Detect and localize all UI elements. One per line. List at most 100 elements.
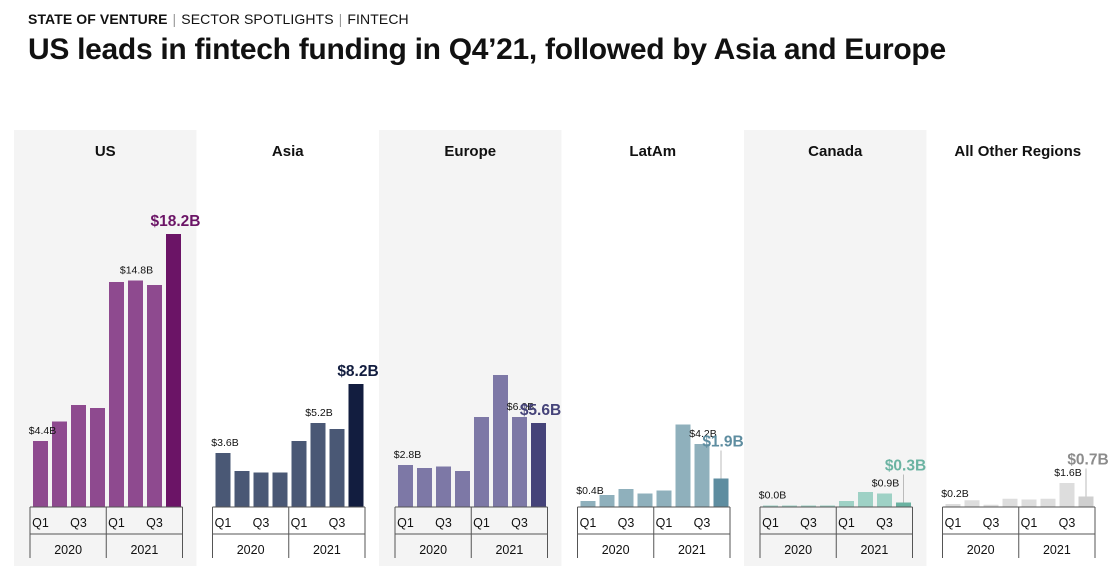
panel-canada: Canada Q1 Q3 Q1 Q3 2020 2021 $0.0B $0.9B $0.3B: [744, 130, 927, 566]
bar: [166, 234, 181, 507]
tick-label: Q1: [656, 516, 673, 530]
year-label: 2020: [967, 543, 995, 557]
bar: [1059, 483, 1075, 507]
panel-us: US Q1 Q3 Q1 Q3 2020 2021 $4.4B $14.8B $18.2B: [14, 130, 200, 566]
bar: [310, 423, 326, 507]
panel-all-other-regions: All Other Regions Q1 Q3 Q1 Q3 2020 2021 $0.2B $1…: [941, 143, 1109, 558]
panel-title: US: [95, 143, 116, 160]
bar: [33, 441, 48, 507]
data-label: $3.6B: [211, 437, 238, 449]
data-label-highlight: $0.7B: [1067, 452, 1108, 469]
tick-label: Q1: [945, 516, 962, 530]
breadcrumb-topic: FINTECH: [347, 11, 409, 27]
year-label: 2021: [678, 543, 706, 557]
bar: [820, 505, 835, 507]
tick-label: Q3: [983, 516, 1000, 530]
data-label: $0.0B: [759, 490, 786, 502]
bar: [839, 501, 854, 507]
tick-label: Q3: [435, 516, 452, 530]
bar: [675, 424, 691, 507]
year-label: 2021: [130, 543, 158, 557]
bar: [1078, 496, 1094, 507]
data-label: $14.8B: [120, 265, 153, 277]
bar: [782, 505, 797, 507]
breadcrumb-separator: |: [172, 11, 177, 27]
tick-label: Q3: [511, 516, 528, 530]
bar: [474, 417, 489, 507]
bar: [329, 429, 345, 507]
tick-label: Q1: [397, 516, 414, 530]
tick-label: Q3: [1059, 516, 1076, 530]
tick-label: Q3: [253, 516, 270, 530]
tick-label: Q1: [838, 516, 855, 530]
bar: [694, 444, 710, 507]
bar: [128, 280, 143, 507]
bar: [580, 501, 596, 507]
tick-label: Q1: [291, 516, 308, 530]
data-label: $5.2B: [305, 407, 332, 419]
bar: [109, 282, 124, 507]
tick-label: Q3: [329, 516, 346, 530]
panel-title: Asia: [272, 143, 304, 160]
panel-asia: Asia Q1 Q3 Q1 Q3 2020 2021 $3.6B $5.2B $8.2B: [211, 143, 379, 558]
panel-title: Europe: [444, 143, 496, 160]
tick-label: Q1: [762, 516, 779, 530]
tick-label: Q3: [800, 516, 817, 530]
tick-label: Q1: [1021, 516, 1038, 530]
bar: [618, 489, 634, 507]
year-label: 2021: [313, 543, 341, 557]
bar: [656, 490, 672, 507]
data-label: $0.2B: [941, 488, 968, 500]
tick-label: Q3: [618, 516, 635, 530]
bar: [348, 384, 364, 507]
breadcrumb-subsection: SECTOR SPOTLIGHTS: [181, 11, 334, 27]
tick-label: Q3: [70, 516, 87, 530]
year-label: 2021: [495, 543, 523, 557]
bar: [877, 493, 892, 507]
data-label: $0.4B: [576, 485, 603, 497]
year-label: 2020: [237, 543, 265, 557]
bar: [291, 441, 307, 507]
data-label: $1.6B: [1054, 467, 1081, 479]
year-label: 2021: [860, 543, 888, 557]
tick-label: Q3: [694, 516, 711, 530]
data-label-highlight: $8.2B: [337, 363, 378, 380]
bar: [147, 285, 162, 507]
page-title: US leads in fintech funding in Q4’21, fo…: [28, 33, 946, 66]
year-label: 2020: [784, 543, 812, 557]
bar: [234, 471, 250, 507]
bar: [455, 471, 470, 507]
bar: [1002, 498, 1018, 507]
bar: [801, 505, 816, 507]
data-label-highlight: $0.3B: [885, 458, 926, 475]
bar: [215, 453, 231, 507]
data-label-highlight: $1.9B: [702, 434, 743, 451]
tick-label: Q3: [146, 516, 163, 530]
bar: [964, 500, 980, 507]
bar: [272, 472, 288, 507]
bar: [253, 472, 269, 507]
bar: [599, 495, 615, 507]
data-label: $4.4B: [29, 425, 56, 437]
bar: [983, 504, 999, 507]
bar: [858, 492, 873, 507]
bar: [637, 493, 653, 507]
bar: [398, 465, 413, 507]
bar: [90, 408, 105, 507]
breadcrumb: STATE OF VENTURE | SECTOR SPOTLIGHTS | FINTE…: [28, 11, 409, 27]
panel-background: [744, 130, 927, 566]
breadcrumb-section: STATE OF VENTURE: [28, 11, 168, 27]
bar: [1040, 498, 1056, 507]
bar: [512, 417, 527, 507]
year-label: 2020: [419, 543, 447, 557]
bar: [945, 504, 961, 507]
bar: [71, 405, 86, 507]
bar: [896, 502, 911, 507]
tick-label: Q1: [32, 516, 49, 530]
tick-label: Q1: [473, 516, 490, 530]
breadcrumb-separator: |: [338, 11, 343, 27]
tick-label: Q1: [580, 516, 597, 530]
bar: [436, 466, 451, 507]
data-label: $2.8B: [394, 449, 421, 461]
